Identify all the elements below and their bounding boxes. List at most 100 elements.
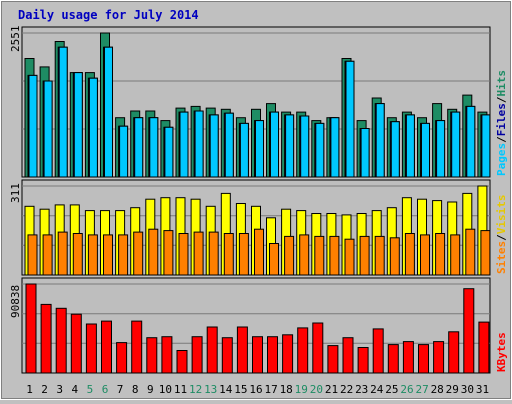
x-tick-label: 25 — [385, 383, 398, 396]
x-tick-label: 3 — [56, 383, 63, 396]
kbytes-bar — [206, 326, 218, 374]
kbytes-bar — [101, 320, 112, 374]
sites-bar — [404, 233, 415, 276]
x-tick-label: 29 — [446, 383, 459, 396]
sites-bar — [103, 234, 113, 276]
x-tick-label: 24 — [370, 383, 384, 396]
files-bar — [300, 115, 310, 178]
sites-bar — [42, 234, 53, 276]
sites-bar — [87, 234, 98, 276]
x-tick-label: 12 — [189, 383, 202, 396]
sites-bar — [27, 234, 38, 276]
kbytes-bar — [478, 321, 490, 374]
sites-bar — [238, 233, 249, 276]
files-bar — [451, 111, 461, 178]
kbytes-bar — [40, 303, 52, 374]
kbytes-bar — [161, 336, 173, 374]
x-tick-label: 4 — [71, 383, 78, 396]
files-bar — [466, 105, 476, 178]
sites-bar — [374, 235, 385, 276]
kbytes-bar — [448, 331, 460, 374]
kbytes-bar — [312, 322, 324, 374]
x-tick-label: 26 — [400, 383, 413, 396]
x-tick-label: 14 — [219, 383, 233, 396]
files-bar — [481, 114, 491, 178]
x-tick-label: 10 — [159, 383, 172, 396]
x-tick-label: 2 — [41, 383, 48, 396]
kbytes-bar — [267, 336, 278, 374]
files-bar — [421, 122, 430, 178]
legend-sites: Sites — [495, 241, 508, 274]
files-bar — [58, 46, 68, 178]
sites-bar — [465, 228, 476, 276]
x-tick-label: 13 — [204, 383, 217, 396]
kbytes-bar — [387, 344, 399, 374]
files-bar — [194, 110, 204, 178]
sites-bar — [344, 238, 355, 276]
kbytes-bar — [327, 345, 339, 374]
x-tick-label: 28 — [431, 383, 444, 396]
files-bar — [164, 126, 174, 178]
kbytes-bar — [146, 337, 158, 374]
files-bar — [43, 80, 53, 178]
files-bar — [270, 111, 279, 178]
files-bar — [255, 120, 264, 178]
top-panel-legend: Pages/Files/Hits — [495, 70, 508, 176]
legend-files: Files — [495, 103, 508, 136]
files-bar — [239, 122, 249, 178]
kbytes-bar — [25, 283, 37, 374]
sites-bar — [314, 235, 325, 276]
sites-bar — [118, 234, 129, 276]
sites-bar — [359, 235, 370, 276]
kbytes-bar — [433, 341, 445, 374]
kbytes-bar — [55, 307, 67, 374]
files-bar — [149, 117, 159, 178]
kbytes-bar — [176, 350, 188, 374]
x-tick-label: 22 — [340, 383, 353, 396]
files-bar — [315, 122, 325, 178]
x-tick-label: 18 — [280, 383, 293, 396]
x-tick-label: 6 — [102, 383, 109, 396]
top-panel-max-label: 2551 — [9, 26, 22, 53]
kbytes-bar — [221, 337, 233, 374]
files-bar — [390, 121, 400, 178]
x-tick-label: 7 — [117, 383, 124, 396]
sites-bar — [329, 235, 340, 276]
kbytes-bar — [402, 341, 414, 374]
middle-panel-max-label: 311 — [9, 183, 22, 203]
x-tick-label: 16 — [249, 383, 262, 396]
legend-separator: / — [495, 234, 508, 241]
files-bar — [134, 117, 144, 178]
files-bar — [405, 114, 415, 178]
legend-pages: Pages — [495, 143, 508, 176]
x-tick-label: 21 — [325, 383, 338, 396]
sites-bar — [450, 234, 461, 276]
files-bar — [375, 103, 385, 178]
sites-bar — [178, 233, 189, 276]
kbytes-bar — [85, 323, 97, 374]
legend-separator: / — [495, 136, 508, 143]
x-tick-label: 5 — [87, 383, 94, 396]
x-tick-label: 17 — [264, 383, 277, 396]
sites-bar — [208, 231, 219, 276]
legend-visits: Visits — [495, 195, 508, 235]
sites-bar — [420, 234, 430, 276]
sites-bar — [163, 230, 174, 276]
x-tick-label: 19 — [295, 383, 308, 396]
files-bar — [88, 77, 98, 178]
bottom-panel-max-label: 90838 — [9, 285, 22, 318]
sites-bar — [480, 230, 491, 276]
x-tick-label: 1 — [26, 383, 33, 396]
sites-bar — [72, 233, 83, 276]
kbytes-bar — [342, 337, 354, 374]
kbytes-bar — [236, 326, 248, 374]
x-tick-label: 8 — [132, 383, 139, 396]
kbytes-bar — [131, 320, 143, 374]
sites-bar — [193, 231, 204, 276]
sites-bar — [284, 235, 295, 276]
sites-bar — [269, 243, 279, 276]
chart-title: Daily usage for July 2014 — [18, 8, 199, 22]
